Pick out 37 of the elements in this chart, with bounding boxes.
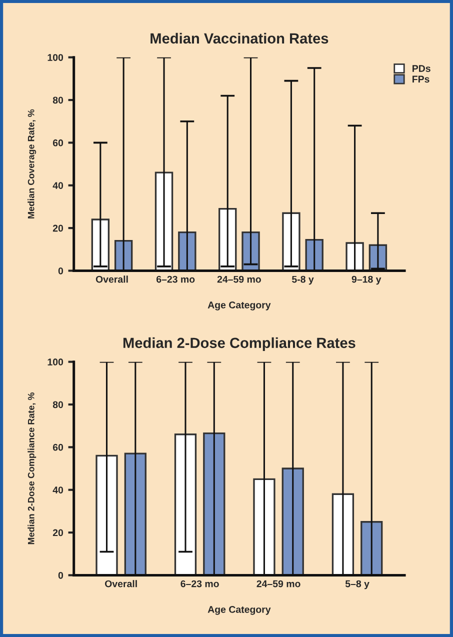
- x-tick-label: 6–23 mo: [180, 580, 219, 588]
- y-tick-label: 60: [52, 139, 64, 146]
- x-axis-title: Age Category: [208, 302, 271, 310]
- y-tick-label: 60: [52, 444, 64, 451]
- legend-label: FPs: [412, 76, 430, 83]
- y-tick-label: 0: [58, 572, 64, 579]
- x-tick-label: 24–59 mo: [217, 276, 261, 283]
- y-tick-label: 0: [58, 267, 64, 274]
- x-tick-label: 5-8 y: [292, 276, 314, 285]
- x-tick-label: Overall: [104, 580, 137, 588]
- chart-title: Median Vaccination Rates: [150, 32, 328, 44]
- bar: [282, 468, 304, 576]
- y-tick-label: 80: [52, 96, 64, 104]
- y-tick-label: 40: [52, 182, 64, 189]
- x-tick-label: 5–8 y: [345, 580, 370, 590]
- chart-title: Median 2-Dose Compliance Rates: [123, 337, 356, 351]
- bar: [253, 478, 276, 576]
- bar: [332, 493, 354, 576]
- legend-label: PDs: [412, 65, 430, 72]
- x-axis-title: Age Category: [208, 606, 271, 615]
- x-tick-label: 6–23 mo: [156, 276, 195, 283]
- y-tick-label: 20: [52, 529, 64, 536]
- y-tick-label: 80: [52, 401, 64, 408]
- bar: [174, 434, 197, 576]
- x-tick-label: Overall: [96, 276, 128, 283]
- y-tick-label: 100: [48, 358, 64, 366]
- y-axis-title: Median 2-Dose Compliance Rate, %: [28, 392, 36, 544]
- bar: [96, 454, 118, 576]
- bar: [203, 432, 226, 576]
- x-tick-label: 24–59 mo: [256, 580, 300, 588]
- x-tick-label: 9–18 y: [352, 276, 382, 285]
- bar: [124, 452, 146, 576]
- bar: [360, 521, 383, 576]
- y-tick-label: 40: [52, 486, 64, 494]
- y-tick-label: 20: [52, 224, 64, 232]
- y-axis-title: Median Coverage Rate, %: [28, 109, 36, 218]
- y-tick-label: 100: [48, 54, 64, 61]
